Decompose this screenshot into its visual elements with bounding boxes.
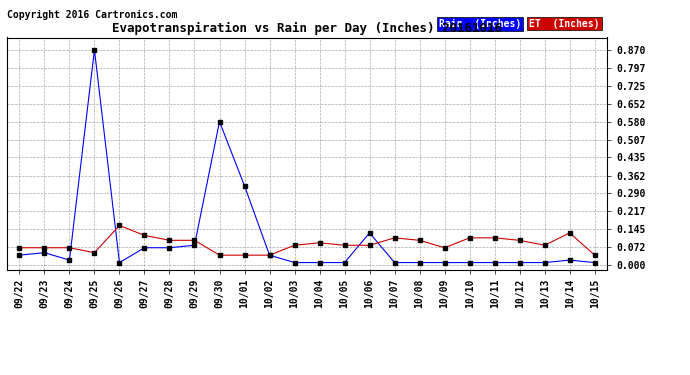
Title: Evapotranspiration vs Rain per Day (Inches) 20161016: Evapotranspiration vs Rain per Day (Inch… xyxy=(112,22,502,35)
Text: ET  (Inches): ET (Inches) xyxy=(529,18,600,28)
Text: Rain  (Inches): Rain (Inches) xyxy=(439,18,522,28)
Text: Copyright 2016 Cartronics.com: Copyright 2016 Cartronics.com xyxy=(7,10,177,20)
